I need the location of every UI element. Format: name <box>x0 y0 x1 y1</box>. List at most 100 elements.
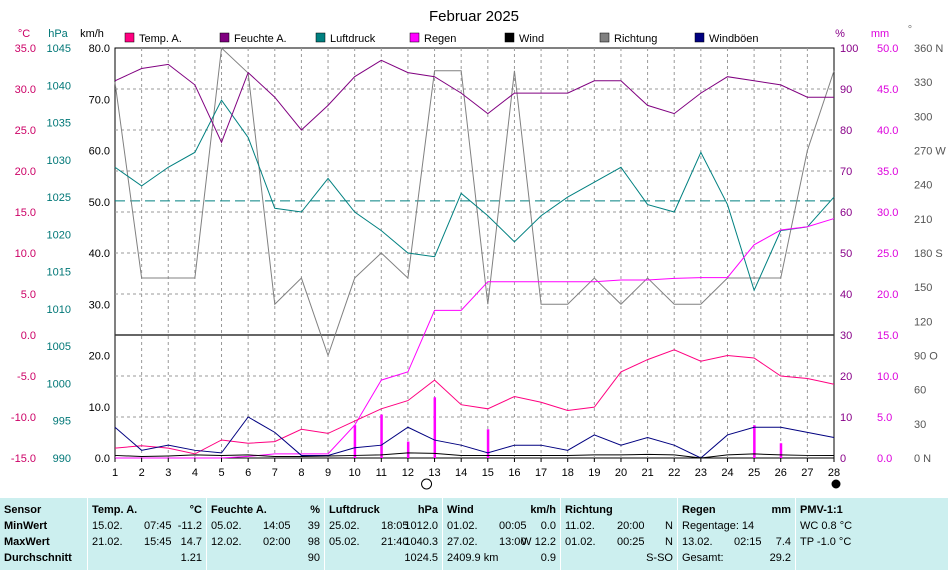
x-tick-label: 2 <box>139 467 145 479</box>
stats-sensor-title: Sensor <box>4 504 42 516</box>
humidity-axis-tick: 20 <box>840 371 852 383</box>
humidity-axis-tick: 40 <box>840 289 852 301</box>
stats-wind-date: 01.02. <box>447 520 478 532</box>
x-tick-label: 21 <box>641 467 653 479</box>
direction-axis-tick: 210 <box>914 214 932 226</box>
legend-label: Regen <box>424 33 456 45</box>
temp-axis-tick: 20.0 <box>15 166 36 178</box>
x-tick-label: 26 <box>775 467 787 479</box>
pressure-axis-tick: 1000 <box>47 378 71 390</box>
stats-regen-unit: mm <box>771 504 791 516</box>
stats-regen-time: 02:15 <box>734 536 762 548</box>
weather-chart: Februar 202535.030.025.020.015.010.05.00… <box>11 8 946 490</box>
x-tick-label: 11 <box>376 467 387 479</box>
humidity-axis-tick: 100 <box>840 43 858 55</box>
x-tick-label: 4 <box>192 467 198 479</box>
stats-regen-date: Regentage: 14 <box>682 520 755 532</box>
stats-feuchte-title: Feuchte A. <box>211 504 267 516</box>
rain-bar <box>779 443 783 458</box>
x-tick-label: 16 <box>508 467 520 479</box>
legend-label: Feuchte A. <box>234 33 287 45</box>
stats-druck-time: 18:05 <box>381 520 409 532</box>
series-line <box>115 218 835 459</box>
stats-druck-value: 1012.0 <box>404 520 438 532</box>
stats-druck-time: 21:40 <box>381 536 409 548</box>
x-tick-label: 25 <box>748 467 760 479</box>
rain-bar <box>406 441 410 458</box>
full-moon-icon <box>421 478 433 490</box>
legend-label: Luftdruck <box>330 33 376 45</box>
rain-bar <box>353 425 357 458</box>
series-line <box>114 46 835 358</box>
legend-swatch <box>409 32 420 43</box>
humidity-axis-tick: 60 <box>840 207 852 219</box>
x-tick-label: 13 <box>428 467 440 479</box>
pressure-axis-tick: 1005 <box>47 341 71 353</box>
direction-axis-tick: 150 <box>914 282 932 294</box>
rain-bar <box>486 429 490 458</box>
stats-feuchte-value: 39 <box>307 520 320 532</box>
stats-druck-date: 05.02. <box>329 536 360 548</box>
statistics-table: Sensor MinWert MaxWert Durchschnitt Temp… <box>0 498 948 570</box>
x-tick-label: 22 <box>668 467 680 479</box>
humidity-axis-tick: 70 <box>840 166 852 178</box>
legend-swatch <box>599 32 610 43</box>
humidity-axis-tick: 0 <box>840 453 846 465</box>
stats-temp-time: 15:45 <box>144 536 172 548</box>
stats-col-richtung: Richtung 11.02. 20:00 N 01.02. 00:25 N S-SO <box>561 498 678 570</box>
temp-axis-tick: -10.0 <box>11 412 36 424</box>
stats-row-avg: Durchschnitt <box>4 552 72 564</box>
x-tick-label: 7 <box>272 467 278 479</box>
chart-title: Februar 2025 <box>429 8 519 25</box>
stats-druck-value: 1024.5 <box>404 552 438 564</box>
stats-regen-value: 29.2 <box>769 552 791 564</box>
stats-col-feuchte: Feuchte A.% 05.02. 14:05 39 12.02. 02:00 98 90 <box>207 498 325 570</box>
x-tick-label: 8 <box>298 467 304 479</box>
humidity-axis-tick: 90 <box>840 84 852 96</box>
stats-richtung-value: N <box>665 536 673 548</box>
rain-axis-tick: 0.0 <box>877 453 892 465</box>
rain-axis-tick: 10.0 <box>877 371 898 383</box>
x-tick-label: 10 <box>349 467 361 479</box>
pressure-axis-tick: 1025 <box>47 192 71 204</box>
wind-axis-tick: 80.0 <box>89 43 110 55</box>
wind-axis-tick: 30.0 <box>89 299 110 311</box>
pressure-axis-tick: 990 <box>53 453 71 465</box>
stats-temp-title: Temp. A. <box>92 504 138 516</box>
stats-temp-unit: °C <box>189 504 202 516</box>
temp-axis-tick: 5.0 <box>21 289 36 301</box>
series-line <box>114 452 834 459</box>
x-tick-label: 24 <box>721 467 733 479</box>
new-moon-icon <box>831 479 841 489</box>
x-tick-label: 23 <box>695 467 707 479</box>
temp-axis-tick: -15.0 <box>11 453 36 465</box>
x-tick-label: 1 <box>112 467 118 479</box>
stats-row-min: MinWert <box>4 520 48 532</box>
stats-col-temp: Temp. A. °C 15.02. 07:45 -11.2 21.02. 15:45 14.… <box>88 498 207 570</box>
wind-axis-tick: 40.0 <box>89 248 110 260</box>
rain-axis-tick: 25.0 <box>877 248 898 260</box>
pressure-axis-tick: 995 <box>53 416 71 428</box>
legend-label: Windböen <box>709 33 759 45</box>
stats-feuchte-unit: % <box>310 504 320 516</box>
stats-richtung-title: Richtung <box>565 504 613 516</box>
legend-swatch <box>315 32 326 43</box>
stats-regen-date: Gesamt: <box>682 552 724 564</box>
x-tick-label: 5 <box>218 467 224 479</box>
rain-bar <box>753 425 756 458</box>
legend-label: Wind <box>519 33 544 45</box>
stats-wind-date: 2409.9 km <box>447 552 499 564</box>
stats-druck-value: 1040.3 <box>404 536 438 548</box>
x-tick-label: 9 <box>325 467 331 479</box>
wind-axis-tick: 10.0 <box>89 402 110 414</box>
x-tick-label: 20 <box>615 467 627 479</box>
stats-regen-date: 13.02. <box>682 536 713 548</box>
stats-pmv-tp: TP -1.0 °C <box>800 536 852 548</box>
stats-wind-value: 0.0 <box>540 520 556 532</box>
stats-feuchte-date: 12.02. <box>211 536 242 548</box>
stats-temp-value: -11.2 <box>177 520 202 532</box>
humidity-axis-tick: 30 <box>840 330 852 342</box>
pressure-axis-tick: 1045 <box>47 43 71 55</box>
stats-richtung-value: N <box>665 520 673 532</box>
temp-axis-tick: 35.0 <box>15 43 36 55</box>
